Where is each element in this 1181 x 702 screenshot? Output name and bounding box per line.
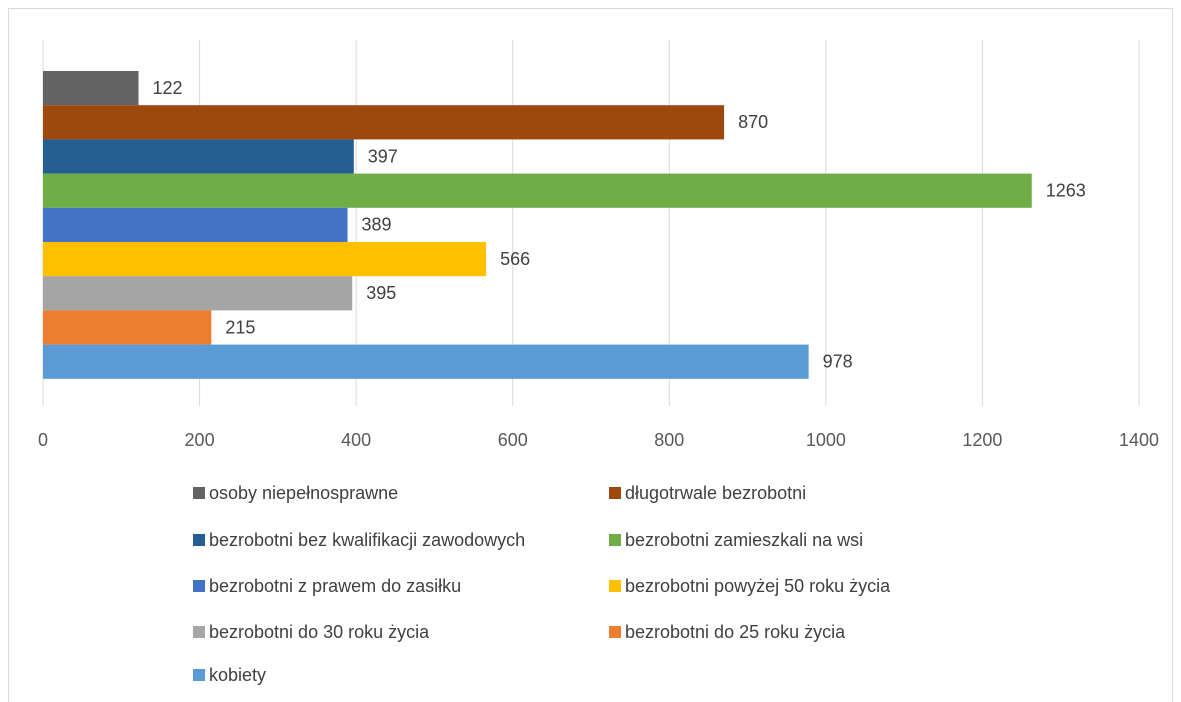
x-tick-label: 800 [654,430,684,450]
data-label: 215 [225,317,255,337]
legend-swatch [609,626,621,638]
x-tick-label: 1000 [806,430,846,450]
legend-swatch [193,580,205,592]
data-label: 395 [366,283,396,303]
legend-label: bezrobotni z prawem do zasiłku [209,576,461,596]
legend-swatch [193,669,205,681]
x-tick-label: 400 [341,430,371,450]
legend-label: osoby niepełnosprawne [209,483,398,503]
data-label: 397 [368,146,398,166]
data-label: 566 [500,249,530,269]
legend-label: długotrwale bezrobotni [625,483,806,503]
legend-swatch [609,580,621,592]
legend-label: kobiety [209,665,266,685]
legend-swatch [609,487,621,499]
x-tick-label: 200 [185,430,215,450]
legend-label: bezrobotni zamieszkali na wsi [625,530,863,550]
bar [43,344,809,379]
data-label: 1263 [1046,180,1086,200]
legend-label: bezrobotni do 30 roku życia [209,622,430,642]
legend-label: bezrobotni powyżej 50 roku życia [625,576,891,596]
bar [43,276,353,311]
legend-label: bezrobotni do 25 roku życia [625,622,846,642]
legend-swatch [193,534,205,546]
legend-label: bezrobotni bez kwalifikacji zawodowych [209,530,525,550]
data-label: 870 [738,112,768,132]
bar [43,71,139,106]
data-label: 122 [153,78,183,98]
data-label: 389 [362,215,392,235]
bar [43,310,212,345]
bar [43,139,354,174]
bar [43,207,348,242]
bar [43,242,487,277]
legend-swatch [193,487,205,499]
x-tick-label: 0 [38,430,48,450]
legend-swatch [609,534,621,546]
bar [43,105,725,140]
x-tick-label: 1400 [1119,430,1159,450]
x-tick-label: 600 [498,430,528,450]
x-tick-label: 1200 [962,430,1002,450]
legend-swatch [193,626,205,638]
chart-frame [8,8,1173,702]
bar [43,173,1032,208]
data-label: 978 [823,351,853,371]
